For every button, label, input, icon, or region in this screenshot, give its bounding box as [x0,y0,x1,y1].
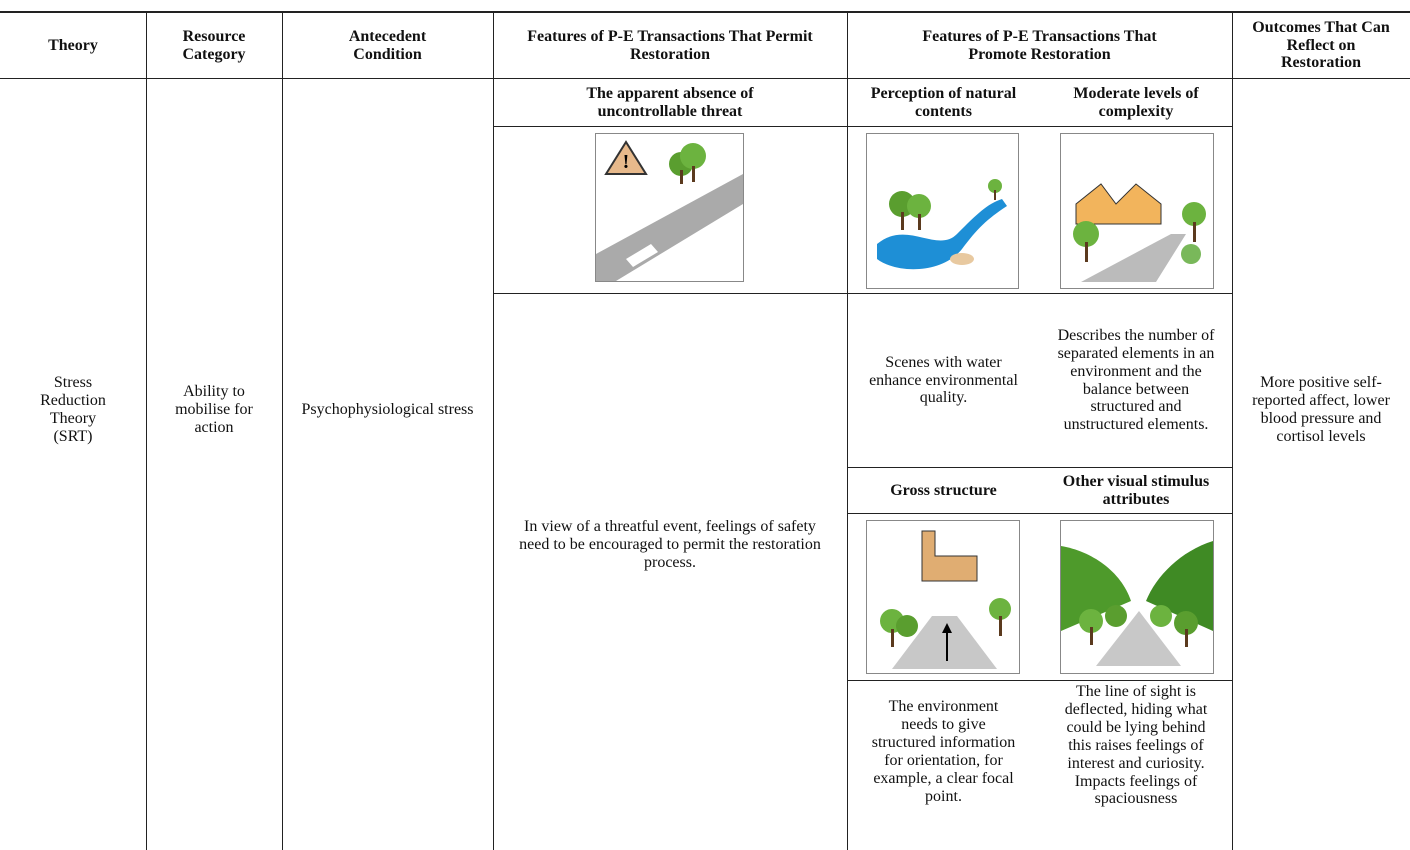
header-cell: Antecedent Condition [348,27,427,63]
column-line [282,12,283,850]
feature-heading: Moderate levels of complexity [1073,85,1199,120]
feature-heading: Gross structure [890,481,997,499]
feature-description: The environment needs to give structured… [871,698,1016,805]
feature-description: Describes the number of separated elemen… [1057,326,1215,434]
illustration-buildings [1060,133,1214,289]
header-cell: Resource Category [182,27,246,63]
feature-description: The line of sight is deflected, hiding w… [1064,683,1208,808]
resource-cell: Ability to mobilise for action [175,383,253,436]
column-line [847,12,848,850]
top-rule [0,11,1410,13]
column-line [493,12,494,850]
feature-description: Scenes with water enhance environmental … [869,353,1018,407]
column-line [1232,12,1233,850]
theory-cell: Stress Reduction Theory (SRT) [40,374,106,445]
feature-heading: The apparent absence of uncontrollable t… [586,85,754,120]
row-line [847,513,1232,514]
illustration-water [866,133,1019,289]
illustration-road-warning: ! [595,133,744,282]
feature-heading: Other visual stimulus attributes [1062,472,1210,508]
header-cell: Features of P-E Transactions That Permit… [527,27,813,63]
header-cell: Theory [48,36,98,54]
antecedent-cell: Psychophysiological stress [301,401,474,419]
header-rule [0,78,1410,79]
header-cell: Outcomes That Can Reflect on Restoration [1252,18,1390,72]
feature-description: In view of a threatful event, feelings o… [519,518,821,571]
row-line [847,467,1232,468]
feature-heading: Perception of natural contents [870,85,1017,120]
svg-text:!: ! [623,151,630,173]
header-cell: Features of P-E Transactions That Promot… [922,27,1157,63]
outcomes-cell: More positive self-reported affect, lowe… [1252,374,1390,445]
illustration-focal-point [866,520,1020,674]
illustration-deflected-sight [1060,520,1214,674]
row-line [493,126,1232,127]
column-line [146,12,147,850]
row-line [847,680,1232,681]
row-line [493,293,1232,294]
